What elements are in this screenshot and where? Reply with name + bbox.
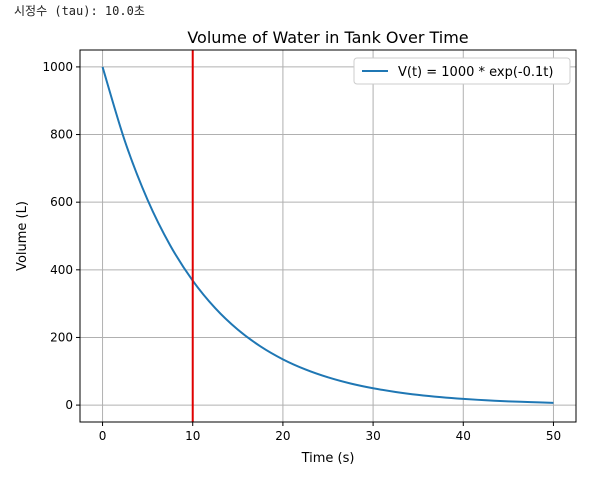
- y-axis-label: Volume (L): [15, 201, 30, 271]
- y-tick-label: 800: [50, 128, 73, 142]
- series-line: [101, 66, 554, 404]
- time-constant-note: 시정수 (tau): 10.0초: [14, 4, 145, 18]
- plot-background: [80, 50, 576, 422]
- chart-title: Volume of Water in Tank Over Time: [187, 28, 468, 47]
- x-tick-label: 10: [185, 429, 200, 443]
- x-tick-label: 50: [546, 429, 561, 443]
- y-tick-label: 600: [50, 195, 73, 209]
- legend-label: V(t) = 1000 * exp(-0.1t): [398, 65, 553, 80]
- series-group: [101, 66, 554, 404]
- y-tick-label: 200: [50, 330, 73, 344]
- y-tick-label: 0: [65, 398, 73, 412]
- x-axis-label: Time (s): [301, 451, 355, 466]
- plot-frame: [79, 49, 577, 423]
- y-tick-label: 400: [50, 263, 73, 277]
- x-tick-label: 0: [99, 429, 107, 443]
- axis-ticks: 0 10 20 30 40 50 0 200 400 600 800 1000: [42, 60, 561, 443]
- y-tick-label: 1000: [42, 60, 73, 74]
- legend: V(t) = 1000 * exp(-0.1t): [353, 57, 571, 85]
- x-tick-label: 30: [365, 429, 380, 443]
- grid-lines: [80, 50, 576, 422]
- x-tick-label: 20: [275, 429, 290, 443]
- x-tick-label: 40: [456, 429, 471, 443]
- legend-box: [353, 57, 571, 85]
